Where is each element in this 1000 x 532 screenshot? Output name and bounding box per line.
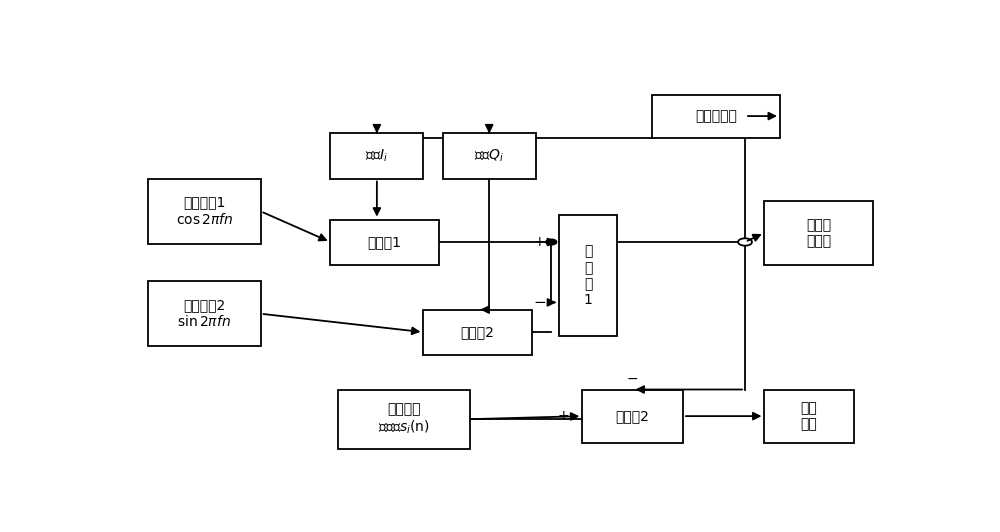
Circle shape bbox=[738, 238, 752, 246]
Text: 加
法
器
1: 加 法 器 1 bbox=[584, 245, 592, 307]
Circle shape bbox=[546, 239, 557, 245]
Text: 权值$Q_i$: 权值$Q_i$ bbox=[474, 148, 504, 164]
FancyBboxPatch shape bbox=[652, 95, 780, 138]
Text: +: + bbox=[534, 235, 545, 249]
FancyBboxPatch shape bbox=[764, 201, 873, 264]
Text: 乘法器2: 乘法器2 bbox=[461, 325, 495, 339]
Text: 接收的数
字信号$s_i$(n): 接收的数 字信号$s_i$(n) bbox=[378, 402, 430, 436]
FancyBboxPatch shape bbox=[330, 220, 439, 264]
FancyBboxPatch shape bbox=[559, 215, 617, 336]
Text: 加法器2: 加法器2 bbox=[616, 409, 650, 423]
FancyBboxPatch shape bbox=[338, 389, 470, 449]
Text: 参考信号1
$\cos 2\pi fn$: 参考信号1 $\cos 2\pi fn$ bbox=[176, 196, 233, 227]
FancyBboxPatch shape bbox=[764, 389, 854, 443]
FancyBboxPatch shape bbox=[148, 179, 261, 244]
Text: 自适应算法: 自适应算法 bbox=[695, 109, 737, 123]
Text: 校准辅
助信号: 校准辅 助信号 bbox=[806, 218, 831, 248]
Text: 参考信号2
$\sin 2\pi fn$: 参考信号2 $\sin 2\pi fn$ bbox=[177, 298, 231, 329]
Text: −: − bbox=[533, 295, 546, 310]
Text: −: − bbox=[627, 372, 638, 386]
FancyBboxPatch shape bbox=[582, 389, 683, 443]
FancyBboxPatch shape bbox=[443, 134, 536, 179]
Text: +: + bbox=[557, 409, 569, 423]
Text: 权值$I_i$: 权值$I_i$ bbox=[365, 148, 388, 164]
FancyBboxPatch shape bbox=[330, 134, 423, 179]
FancyBboxPatch shape bbox=[148, 281, 261, 346]
Text: 乘法器1: 乘法器1 bbox=[368, 235, 402, 249]
FancyBboxPatch shape bbox=[423, 310, 532, 355]
Text: 干扰
信号: 干扰 信号 bbox=[801, 401, 817, 431]
